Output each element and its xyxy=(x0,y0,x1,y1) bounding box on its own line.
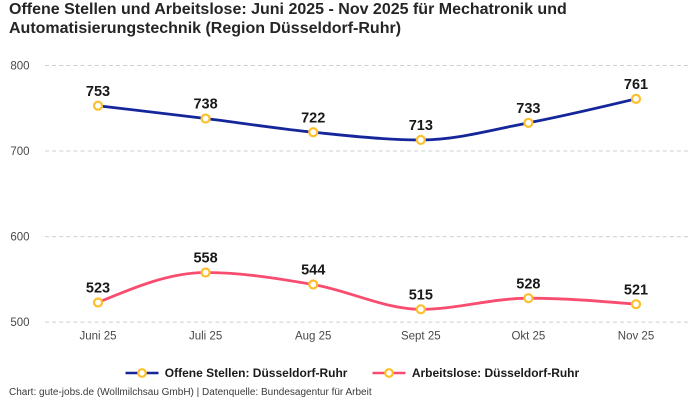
svg-text:521: 521 xyxy=(624,282,648,298)
svg-text:600: 600 xyxy=(10,232,29,244)
svg-text:544: 544 xyxy=(301,263,325,279)
svg-text:700: 700 xyxy=(10,146,29,158)
svg-text:523: 523 xyxy=(86,281,110,297)
svg-text:Aug 25: Aug 25 xyxy=(295,331,331,343)
svg-text:753: 753 xyxy=(86,84,110,100)
svg-text:Okt 25: Okt 25 xyxy=(511,331,545,343)
svg-text:Juni 25: Juni 25 xyxy=(79,331,116,343)
svg-text:Nov 25: Nov 25 xyxy=(618,331,654,343)
svg-text:713: 713 xyxy=(409,118,433,134)
svg-text:738: 738 xyxy=(193,97,217,113)
svg-text:515: 515 xyxy=(409,288,433,304)
svg-text:761: 761 xyxy=(624,77,648,93)
svg-text:Juli 25: Juli 25 xyxy=(189,331,222,343)
svg-text:733: 733 xyxy=(516,101,540,117)
svg-text:528: 528 xyxy=(516,276,540,292)
svg-text:800: 800 xyxy=(10,60,29,72)
svg-text:558: 558 xyxy=(193,251,217,267)
svg-text:Sept 25: Sept 25 xyxy=(401,331,441,343)
svg-text:722: 722 xyxy=(301,110,325,126)
svg-text:500: 500 xyxy=(10,317,29,329)
